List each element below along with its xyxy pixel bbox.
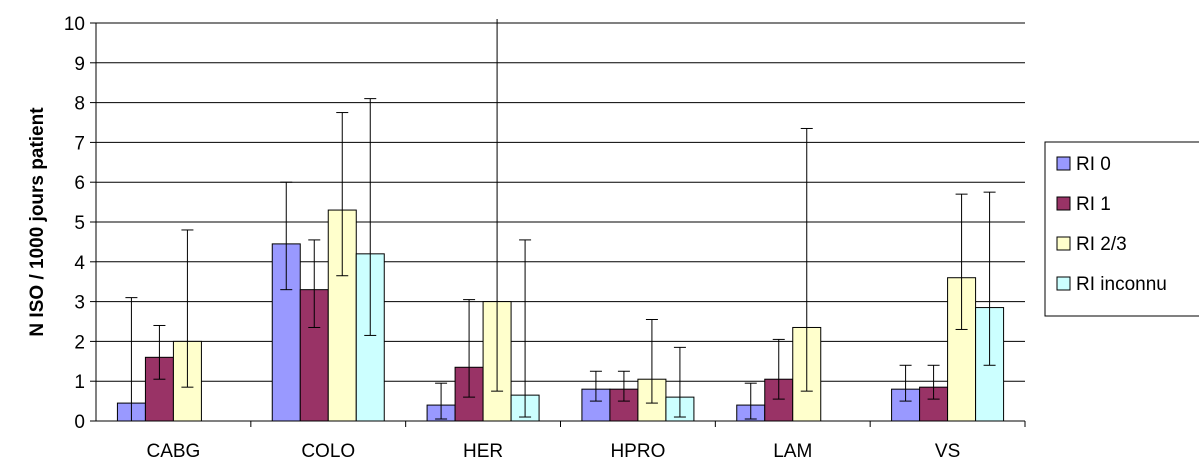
x-tick-label: CABG <box>146 441 200 462</box>
x-tick-label: VS <box>935 441 960 462</box>
legend-label: RI 1 <box>1076 194 1111 215</box>
legend-swatch <box>1056 156 1071 171</box>
legend-label: RI inconnu <box>1076 274 1167 295</box>
error-bars <box>125 19 996 422</box>
x-tick-label: LAM <box>773 441 812 462</box>
y-tick-labels: 0 1 2 3 4 5 6 7 8 9 10 <box>64 14 86 433</box>
legend-label: RI 2/3 <box>1076 234 1127 255</box>
y-tick-label: 6 <box>74 173 85 194</box>
y-axis-label: N ISO / 1000 jours patient <box>27 107 48 337</box>
x-tick-label: HPRO <box>610 441 665 462</box>
y-tick-label: 0 <box>74 412 85 433</box>
y-tick-label: 2 <box>74 332 85 353</box>
bars <box>116 209 1005 422</box>
y-tick-label: 4 <box>74 253 85 274</box>
axes <box>90 22 1026 427</box>
legend-box <box>1044 141 1199 317</box>
legend: RI 0 RI 1 RI 2/3 RI inconnu <box>1044 141 1199 317</box>
x-tick-labels: CABG COLO HER HPRO LAM VS <box>146 441 960 462</box>
y-tick-label: 8 <box>74 94 85 115</box>
y-tick-label: 3 <box>74 293 85 314</box>
y-tick-label: 10 <box>64 14 85 35</box>
legend-swatch <box>1056 276 1071 291</box>
legend-swatch <box>1056 196 1071 211</box>
x-tick-label: HER <box>463 441 503 462</box>
x-tick-label: COLO <box>301 441 355 462</box>
gridlines <box>96 22 1025 382</box>
y-tick-label: 7 <box>74 133 85 154</box>
y-tick-label: 9 <box>74 54 85 75</box>
y-tick-label: 5 <box>74 213 85 234</box>
legend-label: RI 0 <box>1076 154 1111 175</box>
legend-swatch <box>1056 236 1071 251</box>
y-tick-label: 1 <box>74 372 85 393</box>
